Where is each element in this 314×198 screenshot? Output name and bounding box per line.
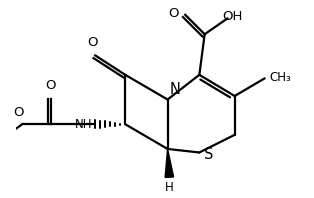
Text: N: N	[170, 82, 181, 97]
Polygon shape	[165, 149, 174, 177]
Text: O: O	[168, 7, 179, 20]
Text: NH: NH	[75, 118, 92, 131]
Text: OH: OH	[222, 10, 242, 23]
Text: S: S	[203, 147, 213, 162]
Text: CH₃: CH₃	[269, 71, 291, 84]
Text: O: O	[87, 36, 98, 49]
Text: O: O	[45, 79, 56, 92]
Text: H: H	[165, 181, 174, 194]
Text: O: O	[14, 106, 24, 119]
